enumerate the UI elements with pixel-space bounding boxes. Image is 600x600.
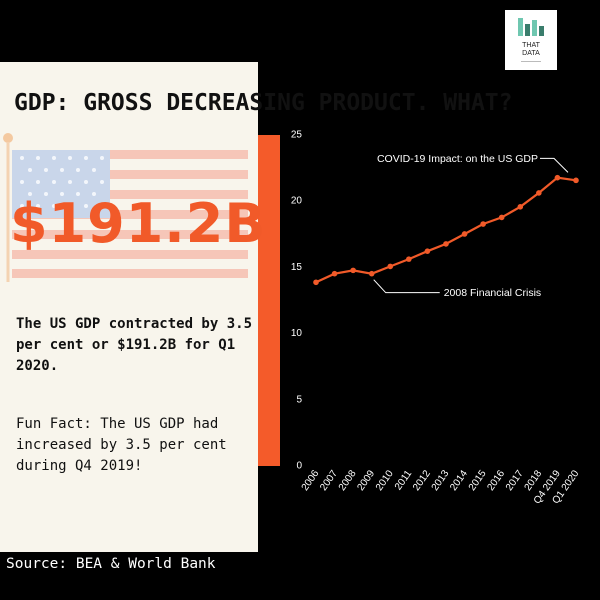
x-tick-label: 2007 (318, 468, 340, 493)
y-axis: 0 5 10 15 20 25 (291, 130, 303, 472)
accent-bar (258, 135, 280, 466)
crisis-annotation: 2008 Financial Crisis (444, 287, 541, 299)
data-point (350, 267, 356, 274)
data-point (554, 174, 561, 181)
contraction-amount: $191.2B (10, 192, 267, 255)
crisis-leader-line (373, 279, 440, 294)
chart-annotations: COVID-19 Impact: on the US GDP 2008 Finan… (373, 153, 569, 299)
y-tick-label: 25 (291, 130, 303, 141)
fun-fact-text: Fun Fact: The US GDP had increased by 3.… (16, 416, 227, 474)
x-tick-label: 2011 (393, 468, 415, 492)
x-tick-label: 2013 (430, 468, 452, 493)
that-data-logo: THAT DATA (505, 10, 557, 70)
y-tick-label: 15 (291, 262, 303, 273)
data-point (461, 231, 468, 237)
y-tick-label: 0 (296, 461, 302, 472)
x-tick-label: 2006 (300, 468, 322, 493)
data-point (480, 221, 486, 227)
data-point (517, 204, 524, 210)
flag-pole (3, 133, 13, 282)
data-point (368, 270, 375, 277)
data-point (313, 279, 319, 286)
logo-text-line1: THAT (522, 42, 540, 49)
x-tick-label: 2015 (467, 468, 489, 493)
covid-leader-line (540, 157, 569, 173)
data-point (406, 256, 412, 262)
x-tick-label: 2017 (504, 468, 526, 493)
page-title: GDP: GROSS DECREASING PRODUCT. WHAT? (14, 90, 513, 116)
info-card (0, 62, 258, 552)
data-point (498, 214, 505, 221)
x-tick-label: 2014 (448, 468, 470, 493)
source-note: Source: BEA & World Bank (6, 556, 216, 572)
data-point (443, 241, 449, 247)
x-tick-label: 2012 (411, 468, 433, 493)
main-fact-text: The US GDP contracted by 3.5 per cent or… (16, 316, 253, 374)
data-point (536, 190, 542, 196)
x-tick-label: 2016 (485, 468, 507, 493)
x-tick-label: 2008 (337, 468, 359, 493)
x-axis: 2006200720082009201020112012201320142015… (300, 468, 582, 506)
y-tick-label: 5 (296, 394, 302, 405)
data-point (331, 270, 338, 277)
us-flag-graphic (12, 150, 248, 278)
y-tick-label: 20 (291, 196, 303, 207)
y-tick-label: 10 (291, 328, 303, 339)
data-point (573, 177, 579, 184)
covid-annotation: COVID-19 Impact: on the US GDP (377, 153, 538, 165)
logo-text-line2: DATA (522, 50, 540, 57)
data-point (424, 248, 431, 254)
x-tick-label: 2010 (374, 468, 396, 493)
x-tick-label: 2009 (355, 468, 377, 493)
gdp-series-points (313, 174, 579, 286)
data-point (387, 263, 394, 270)
